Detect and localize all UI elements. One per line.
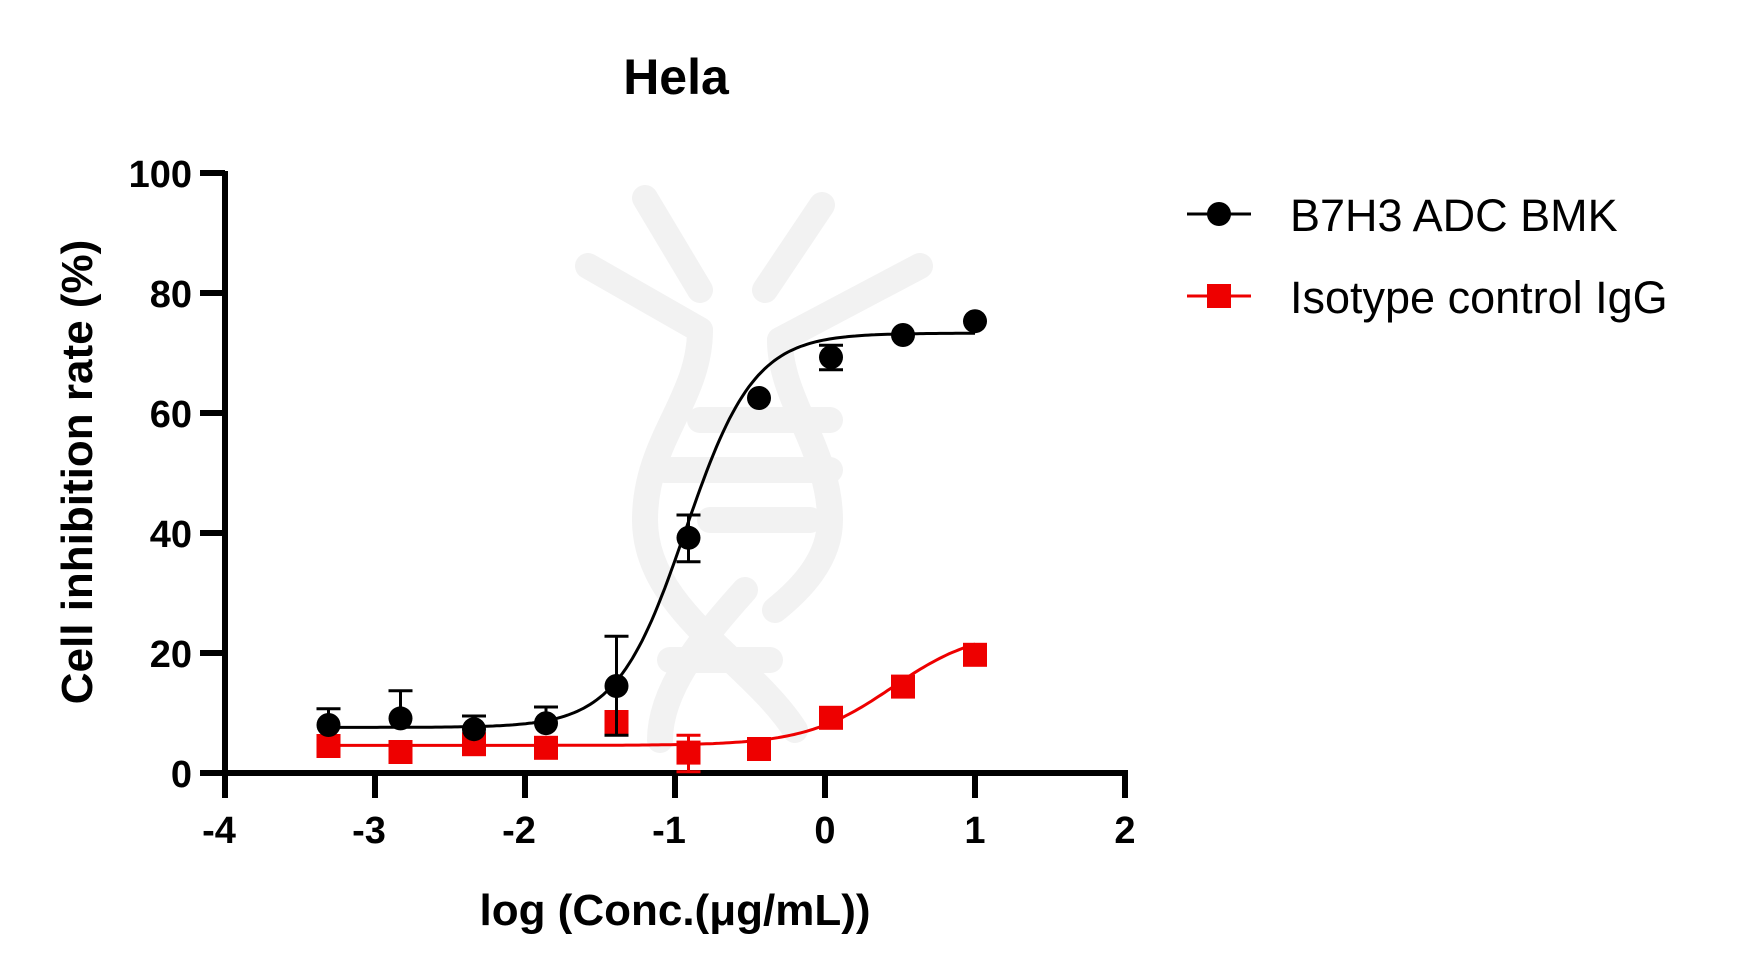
y-tick-label: 20 — [150, 634, 192, 676]
data-point-square — [819, 705, 843, 730]
legend-label: B7H3 ADC BMK — [1290, 190, 1618, 241]
data-point-circle — [747, 386, 771, 410]
legend-square-marker-icon — [1207, 284, 1231, 308]
data-point-circle — [388, 706, 413, 731]
x-tick-label: -3 — [352, 810, 386, 852]
data-point-circle — [316, 713, 341, 737]
data-point-square — [676, 740, 701, 765]
y-tick-label: 80 — [150, 274, 192, 316]
fit-curve — [328, 642, 976, 747]
data-point-square — [963, 642, 987, 667]
x-tick-label: -1 — [652, 810, 686, 852]
plot-area — [316, 309, 987, 774]
y-tick-label: 40 — [150, 514, 192, 556]
data-point-circle — [604, 674, 629, 698]
data-point-square — [534, 735, 558, 760]
legend: B7H3 ADC BMK Isotype control IgG — [1187, 190, 1668, 323]
axes: 0 20 40 60 80 100 -4 -3 -2 -1 0 1 2 — [129, 154, 1136, 852]
legend-item-b7h3: B7H3 ADC BMK — [1187, 190, 1618, 241]
legend-item-isotype: Isotype control IgG — [1187, 272, 1668, 323]
data-point-square — [891, 674, 915, 699]
series-b7h3-adc-bmk — [316, 309, 987, 742]
data-point-square — [316, 734, 341, 758]
x-axis-label: log (Conc.(μg/mL)) — [479, 886, 870, 935]
x-tick-label: 2 — [1114, 810, 1135, 852]
legend-label: Isotype control IgG — [1290, 272, 1668, 323]
y-tick-label: 0 — [171, 754, 192, 796]
data-point-circle — [819, 345, 843, 370]
y-axis-label: Cell inhibition rate (%) — [53, 240, 102, 704]
y-tick-label: 100 — [129, 154, 192, 196]
data-point-circle — [891, 323, 915, 347]
data-point-circle — [462, 717, 486, 742]
data-point-circle — [534, 711, 558, 736]
series-isotype-control-igg — [316, 642, 987, 774]
data-point-circle — [963, 309, 987, 334]
x-tick-label: -2 — [502, 810, 536, 852]
data-point-square — [747, 737, 771, 761]
x-tick-label: -4 — [202, 810, 236, 852]
x-tick-label: 1 — [964, 810, 985, 852]
legend-circle-marker-icon — [1207, 202, 1231, 226]
fit-curve — [328, 331, 975, 729]
watermark-logo-icon — [575, 185, 933, 753]
chart-title: Hela — [623, 49, 730, 105]
x-tick-label: 0 — [814, 810, 835, 852]
data-point-square — [388, 740, 413, 764]
data-point-circle — [676, 525, 701, 550]
y-tick-label: 60 — [150, 394, 192, 436]
